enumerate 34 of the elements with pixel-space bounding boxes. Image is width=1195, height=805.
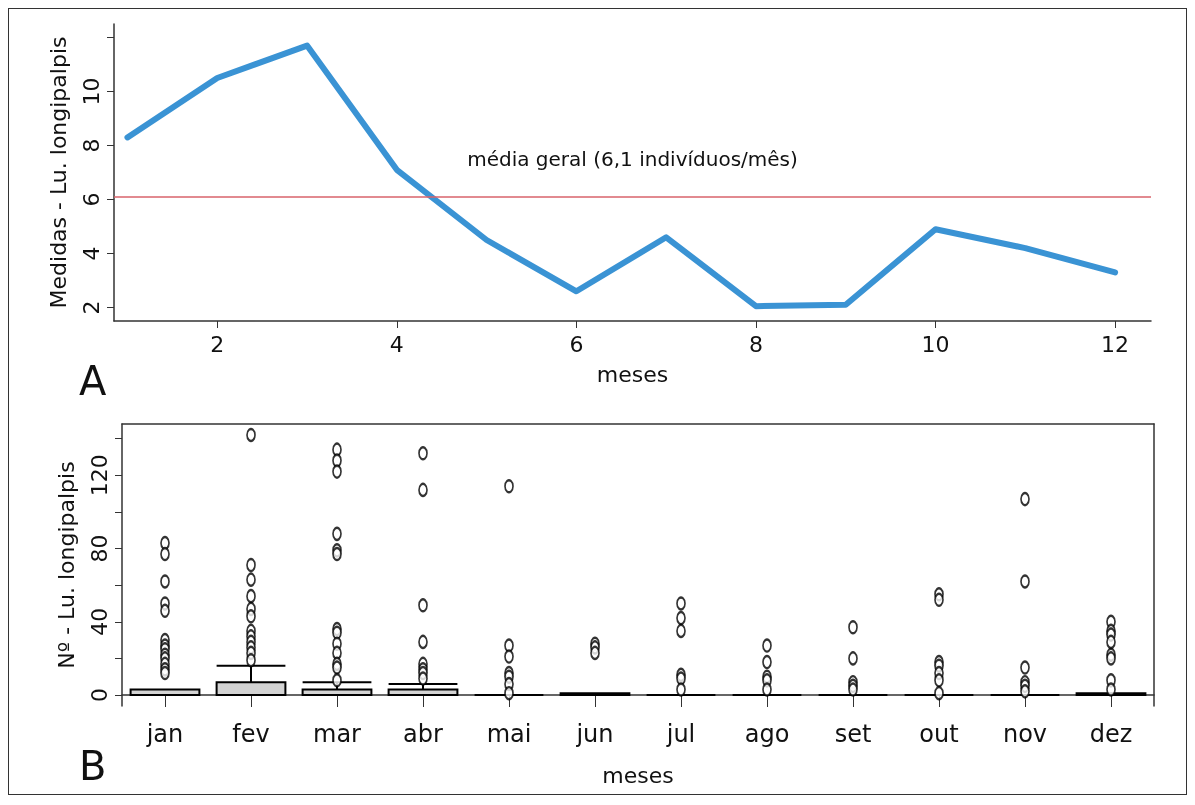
- x-tick-label: fev: [232, 720, 270, 748]
- y-tick-label: 120: [86, 454, 112, 497]
- x-axis-title: meses: [596, 361, 669, 387]
- text: A: [79, 358, 107, 404]
- x-tick-label: jan: [145, 720, 184, 748]
- y-tick-label: 6: [78, 192, 104, 207]
- x-tick-label: ago: [744, 720, 790, 748]
- x-tick-label: 12: [1101, 331, 1130, 357]
- x-tick-label: 8: [748, 331, 763, 357]
- x-tick-label: jun: [575, 720, 614, 748]
- y-tick-label: 40: [86, 607, 112, 636]
- y-tick-label: 80: [86, 534, 112, 563]
- ref-line-label: média geral (6,1 indivíduos/mês): [467, 146, 798, 171]
- y-tick-label: 0: [86, 688, 112, 703]
- x-tick-label: mar: [313, 720, 362, 748]
- x-tick-label: 2: [210, 331, 225, 357]
- x-tick-label: set: [834, 720, 872, 748]
- x-tick-label: 10: [921, 331, 950, 357]
- x-tick-label: 6: [569, 331, 584, 357]
- y-tick-label: 4: [78, 246, 104, 261]
- x-tick-label: mai: [486, 720, 532, 748]
- x-tick-label: 4: [389, 331, 404, 357]
- x-tick-label: out: [919, 720, 959, 748]
- x-tick-label: abr: [403, 720, 444, 748]
- x-axis-title: meses: [602, 762, 674, 788]
- x-tick-label: dez: [1089, 720, 1133, 748]
- x-tick-label: nov: [1002, 720, 1048, 748]
- y-tick-label: 10: [78, 77, 104, 106]
- x-tick-label: jul: [665, 720, 696, 748]
- y-tick-label: 2: [78, 300, 104, 315]
- y-axis-title: Nº - Lu. longipalpis: [53, 461, 79, 669]
- y-tick-label: 8: [78, 138, 104, 153]
- y-axis-title: Medidas - Lu. longipalpis: [45, 36, 71, 309]
- text: B: [79, 743, 107, 789]
